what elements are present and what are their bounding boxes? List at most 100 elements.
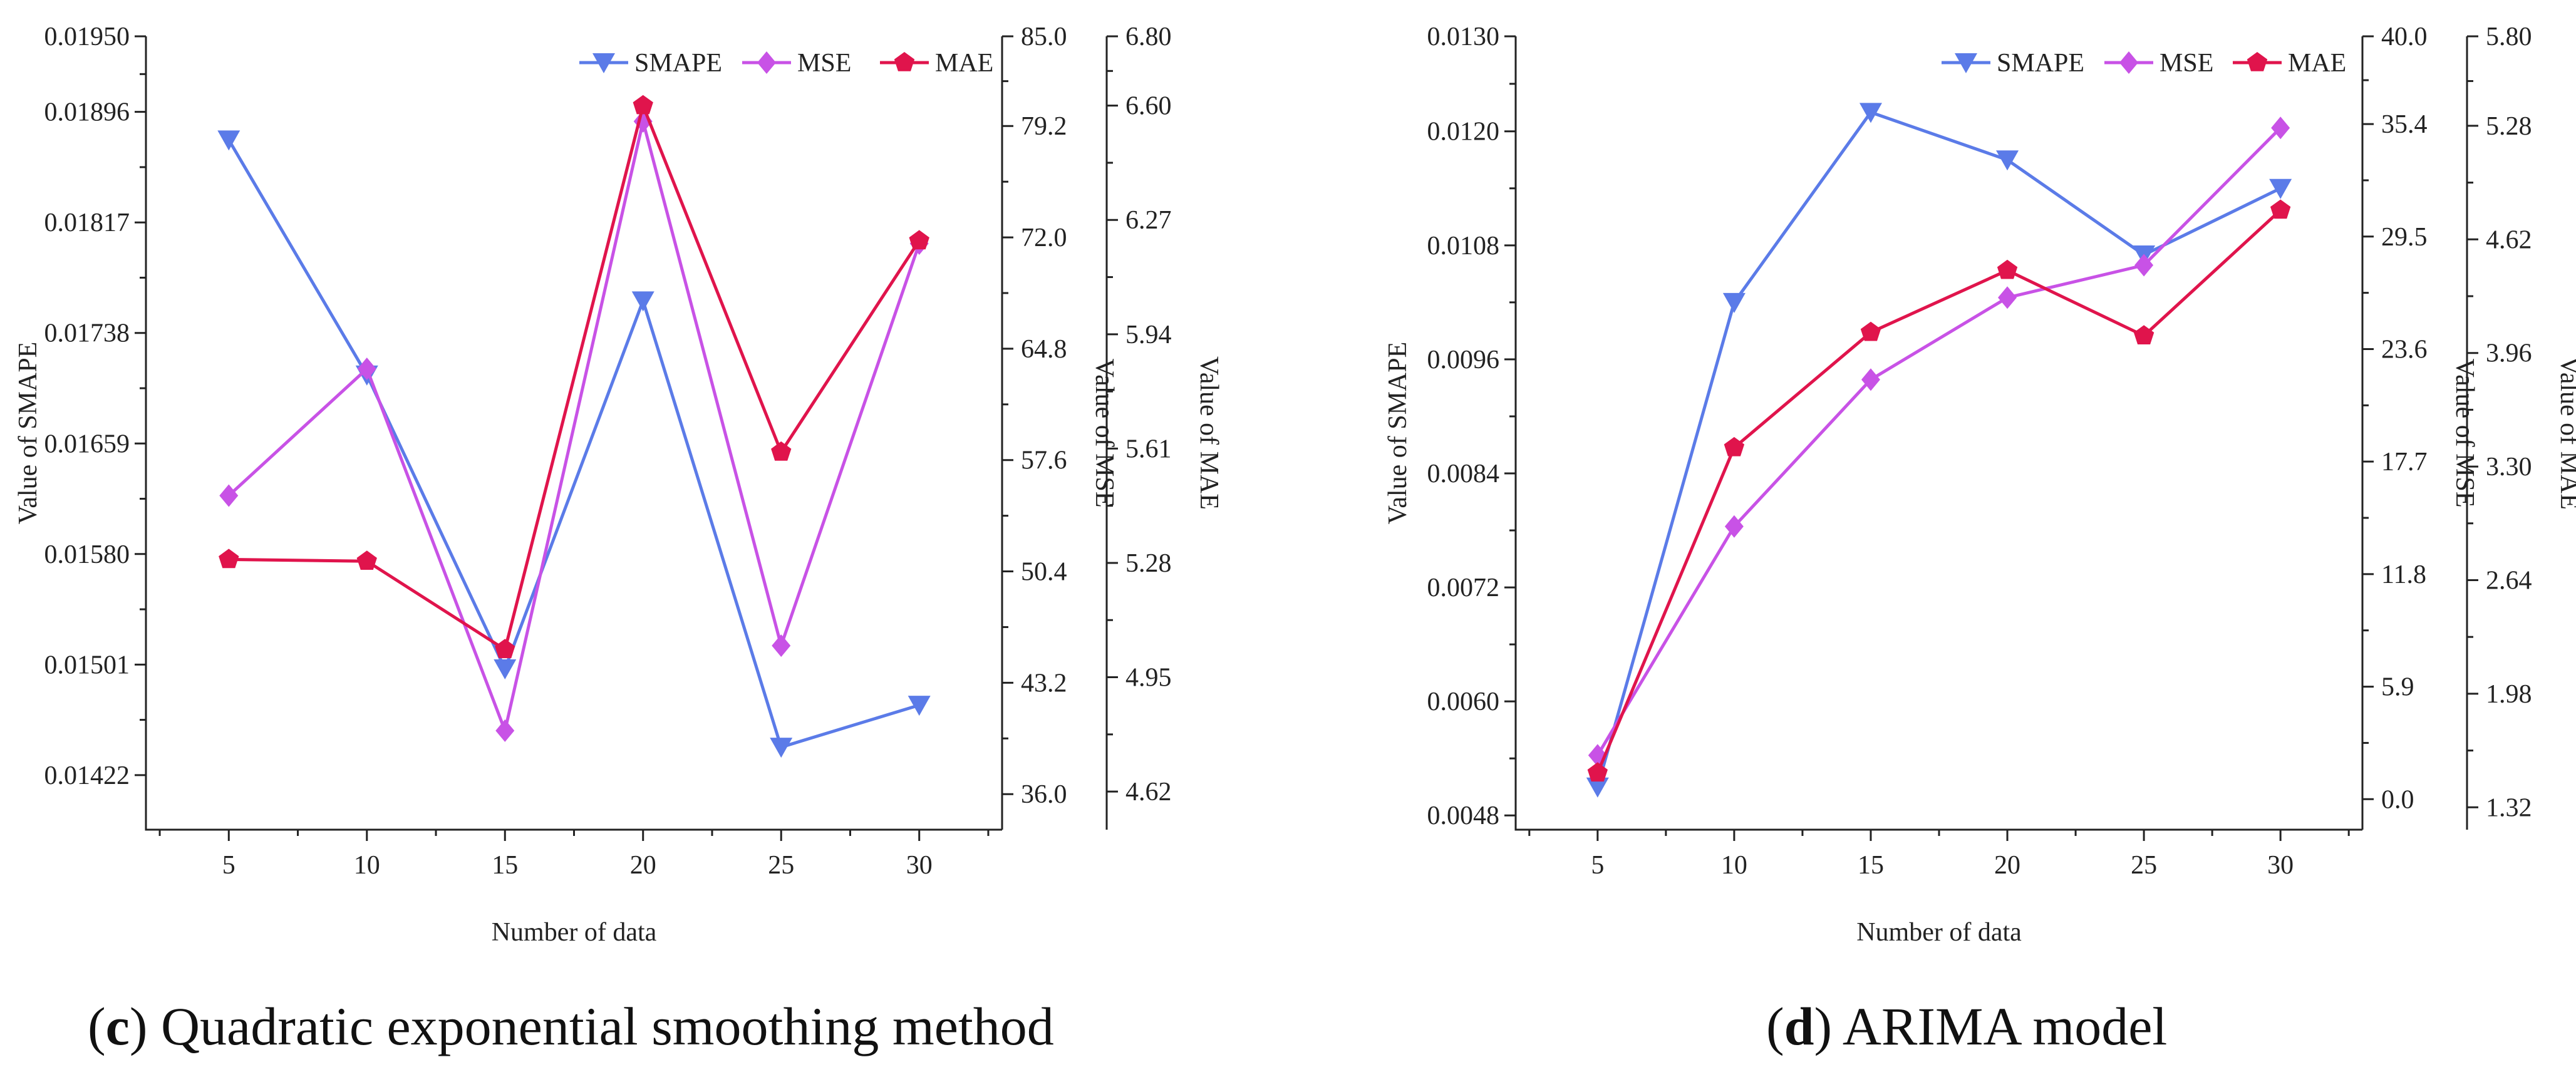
right2-tick-label: 1.98 — [2486, 680, 2532, 709]
legend-marker-mse — [2119, 51, 2138, 74]
x-tick-label: 15 — [492, 851, 518, 880]
series-line-mse — [227, 121, 921, 736]
right2-tick-label: 5.94 — [1125, 321, 1172, 349]
data-point-mae — [771, 441, 792, 461]
left-bottom-axis-line — [1514, 36, 2362, 831]
data-point-mse — [357, 358, 376, 381]
data-point-mse — [495, 719, 515, 742]
left-tick-label: 0.01659 — [44, 430, 130, 458]
data-point-mse — [219, 484, 239, 507]
series-line-smape — [227, 139, 920, 750]
x-tick-label: 10 — [354, 851, 380, 880]
legend-label-mae: MAE — [935, 49, 993, 78]
data-point-mse — [772, 634, 791, 657]
left-tick-label: 0.0120 — [1427, 118, 1500, 147]
data-point-mae — [2270, 199, 2291, 219]
right2-tick-label: 5.28 — [1125, 549, 1172, 578]
left-tick-label: 0.0084 — [1427, 460, 1500, 488]
left-tick-label: 0.0072 — [1427, 574, 1500, 602]
data-point-mse — [1724, 515, 1744, 538]
data-point-smape — [2269, 178, 2292, 199]
data-point-mae — [633, 95, 653, 115]
right2-tick-label: 4.62 — [1125, 778, 1172, 807]
data-point-smape — [631, 291, 654, 312]
panel-caption: (c) Quadratic exponential smoothing meth… — [88, 996, 1054, 1056]
legend-marker-mae — [894, 52, 915, 71]
x-tick-label: 5 — [1591, 851, 1604, 880]
caption-text: ) Quadratic exponential smoothing method — [130, 996, 1054, 1056]
left-tick-label: 0.01580 — [44, 540, 130, 569]
data-point-mae — [495, 639, 515, 659]
x-tick-label: 25 — [2131, 851, 2157, 880]
right1-tick-label: 85.0 — [1021, 23, 1067, 51]
right1-tick-label: 79.2 — [1021, 112, 1067, 141]
left-tick-label: 0.01501 — [44, 651, 130, 679]
left-axis-title: Value of SMAPE — [1384, 342, 1412, 525]
legend-label-mae: MAE — [2288, 49, 2346, 78]
data-point-mse — [2134, 254, 2154, 277]
data-point-mae — [219, 549, 239, 569]
right1-axis-title: Value of MSE — [1090, 359, 1119, 508]
data-point-mae — [1860, 321, 1881, 341]
legend-marker-mae — [2247, 52, 2268, 71]
left-tick-label: 0.01738 — [44, 319, 130, 348]
legend-label-mse: MSE — [797, 49, 851, 78]
right1-tick-label: 40.0 — [2381, 23, 2428, 51]
data-point-smape — [908, 696, 931, 716]
right2-tick-label: 6.80 — [1125, 23, 1172, 51]
x-tick-label: 15 — [1858, 851, 1884, 880]
x-tick-label: 20 — [630, 851, 656, 880]
right2-axis-title: Value of MAE — [2555, 356, 2576, 510]
x-tick-label: 20 — [1994, 851, 2020, 880]
legend-marker-smape — [1955, 53, 1977, 73]
data-point-mae — [356, 550, 377, 570]
series-line-mae — [1596, 209, 2282, 774]
data-point-mae — [1587, 762, 1608, 782]
left-tick-label: 0.01422 — [44, 761, 130, 790]
right1-tick-label: 57.6 — [1021, 446, 1067, 475]
panel-caption: (d) ARIMA model — [1766, 996, 2167, 1056]
right2-tick-label: 3.96 — [2486, 339, 2532, 368]
left-tick-label: 0.01950 — [44, 23, 130, 51]
x-tick-label: 30 — [906, 851, 933, 880]
right2-tick-label: 4.95 — [1125, 664, 1172, 693]
data-point-smape — [494, 659, 517, 680]
data-point-mae — [909, 230, 929, 250]
left-bottom-axis-line — [145, 36, 1002, 831]
right1-tick-label: 50.4 — [1021, 558, 1067, 587]
x-tick-label: 30 — [2267, 851, 2294, 880]
x-axis-title: Number of data — [1856, 918, 2022, 947]
left-tick-label: 0.0048 — [1427, 802, 1500, 830]
data-point-mae — [1997, 259, 2018, 279]
data-point-mae — [1724, 436, 1745, 456]
right2-tick-label: 5.28 — [2486, 112, 2532, 141]
data-point-smape — [1586, 777, 1609, 798]
right1-axis-title: Value of MSE — [2450, 359, 2479, 508]
right1-tick-label: 17.7 — [2381, 448, 2428, 477]
x-tick-label: 10 — [1721, 851, 1747, 880]
right1-tick-label: 72.0 — [1021, 224, 1067, 252]
right1-tick-label: 23.6 — [2381, 335, 2428, 364]
left-axis-title: Value of SMAPE — [14, 342, 43, 525]
legend-label-mse: MSE — [2160, 49, 2213, 78]
right1-tick-label: 43.2 — [1021, 669, 1067, 698]
right1-tick-label: 35.4 — [2381, 110, 2428, 139]
left-tick-label: 0.0130 — [1427, 23, 1500, 51]
series-line-smape — [1596, 110, 2282, 788]
data-point-mse — [2271, 116, 2290, 140]
right2-tick-label: 6.60 — [1125, 92, 1172, 121]
caption-paren-open: ( — [88, 996, 106, 1056]
data-point-smape — [770, 738, 793, 758]
legend-marker-smape — [592, 53, 615, 73]
panel-c: 0.01422 0.01501 0.01580 0.01659 0.01738 0.018… — [14, 23, 1223, 1056]
x-tick-label: 5 — [222, 851, 235, 880]
right2-tick-label: 4.62 — [2486, 225, 2532, 254]
series-line-mse — [1596, 126, 2282, 756]
right2-tick-label: 6.27 — [1125, 206, 1172, 235]
legend-marker-mse — [757, 51, 776, 74]
left-tick-label: 0.0096 — [1427, 346, 1500, 374]
right1-tick-label: 5.9 — [2381, 673, 2414, 702]
right1-tick-label: 64.8 — [1021, 335, 1067, 364]
data-point-smape — [217, 130, 241, 151]
